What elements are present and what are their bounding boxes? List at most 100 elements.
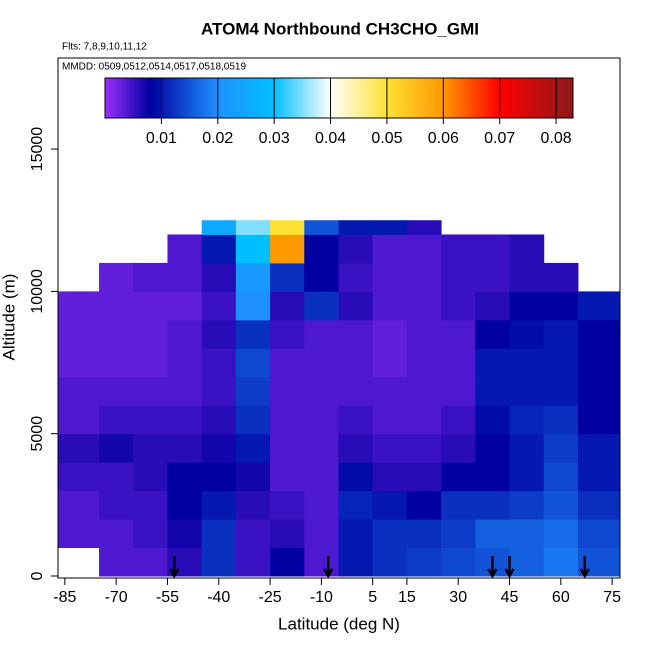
heatmap-cell xyxy=(235,291,271,321)
heatmap-cell xyxy=(99,519,134,549)
heatmap-cell xyxy=(577,376,620,406)
heatmap-cell xyxy=(304,547,339,577)
y-tick-label: 15000 xyxy=(29,127,46,172)
heatmap-cell xyxy=(509,291,545,321)
heatmap-cell xyxy=(304,519,339,549)
heatmap-cell xyxy=(441,376,476,406)
heatmap-cell xyxy=(235,462,271,492)
heatmap-cell xyxy=(577,462,620,492)
x-axis-label: Latitude (deg N) xyxy=(278,614,400,633)
heatmap-cell xyxy=(133,547,168,577)
heatmap-cell xyxy=(201,490,237,520)
heatmap-cell xyxy=(99,547,134,577)
heatmap-cell xyxy=(406,220,442,235)
heatmap-cell xyxy=(406,262,442,292)
heatmap-cell xyxy=(304,291,339,321)
heatmap-cell xyxy=(338,262,374,292)
heatmap-cell xyxy=(577,319,620,349)
heatmap-cell xyxy=(543,405,579,435)
heatmap-cell xyxy=(509,234,545,264)
heatmap-cell xyxy=(509,519,545,549)
heatmap-cell xyxy=(99,319,134,349)
heatmap-cell xyxy=(372,490,408,520)
heatmap-cell xyxy=(338,519,374,549)
heatmap-cell xyxy=(133,405,168,435)
heatmap-cell xyxy=(543,433,579,463)
heatmap-cell xyxy=(235,405,271,435)
heatmap-cell xyxy=(167,433,203,463)
heatmap-cell xyxy=(167,291,203,321)
heatmap-cell xyxy=(441,348,476,378)
heatmap-cell xyxy=(509,462,545,492)
heatmap-cell xyxy=(372,462,408,492)
heatmap-cell xyxy=(304,220,339,235)
heatmap-cell xyxy=(99,376,134,406)
colorbar-tick-label: 0.03 xyxy=(259,130,290,147)
heatmap-cell xyxy=(201,405,237,435)
heatmap-cell xyxy=(406,462,442,492)
heatmap-cell xyxy=(406,234,442,264)
heatmap-cell xyxy=(338,547,374,577)
heatmap-cell xyxy=(543,490,579,520)
x-tick-label: 30 xyxy=(449,589,467,606)
heatmap-cell xyxy=(304,376,339,406)
y-axis-label: Altitude (m) xyxy=(0,274,18,361)
heatmap-cell xyxy=(58,490,100,520)
heatmap-cell xyxy=(133,291,168,321)
heatmap-cell xyxy=(372,319,408,349)
flight-arrow xyxy=(504,556,515,579)
x-tick-label: 75 xyxy=(603,589,621,606)
heatmap-cell xyxy=(509,547,545,577)
heatmap-cell xyxy=(270,490,305,520)
heatmap-cell xyxy=(133,433,168,463)
heatmap-cell xyxy=(235,490,271,520)
heatmap-cell xyxy=(372,376,408,406)
heatmap-cell xyxy=(372,405,408,435)
x-tick-label: 60 xyxy=(552,589,570,606)
heatmap-cell xyxy=(304,462,339,492)
heatmap-cell xyxy=(509,319,545,349)
heatmap-cell xyxy=(167,234,203,264)
heatmap-cell xyxy=(338,291,374,321)
heatmap-cell xyxy=(304,319,339,349)
heatmap-cell xyxy=(235,220,271,235)
heatmap-cell xyxy=(509,433,545,463)
colorbar xyxy=(104,77,574,119)
heatmap-cell xyxy=(270,234,305,264)
x-tick-label: -10 xyxy=(310,589,333,606)
heatmap-cell xyxy=(543,262,579,292)
heatmap-cell xyxy=(58,376,100,406)
heatmap-cell xyxy=(475,376,511,406)
heatmap-cell xyxy=(543,319,579,349)
heatmap-cell xyxy=(338,348,374,378)
x-tick-label: 15 xyxy=(398,589,416,606)
heatmap-cell xyxy=(133,348,168,378)
heatmap-cell xyxy=(441,490,476,520)
heatmap-cell xyxy=(304,348,339,378)
subtitle: MMDD: 0509,0512,0514,0517,0518,0519 xyxy=(62,62,246,73)
heatmap-cell xyxy=(99,405,134,435)
heatmap-cell xyxy=(372,262,408,292)
x-tick-label: -25 xyxy=(259,589,282,606)
heatmap-cell xyxy=(201,519,237,549)
heatmap-cell xyxy=(441,433,476,463)
heatmap-cell xyxy=(338,376,374,406)
heatmap-cell xyxy=(167,462,203,492)
heatmap-cell xyxy=(99,262,134,292)
heatmap-cell xyxy=(201,433,237,463)
heatmap-cell xyxy=(441,291,476,321)
flight-arrow xyxy=(323,556,334,579)
heatmap-cell xyxy=(270,262,305,292)
heatmap-cell xyxy=(441,234,476,264)
heatmap-cell xyxy=(338,234,374,264)
heatmap-cell xyxy=(58,291,100,321)
heatmap-cell xyxy=(58,519,100,549)
heatmap-cell xyxy=(270,220,305,235)
heatmap-cell xyxy=(441,547,476,577)
heatmap-cell xyxy=(475,433,511,463)
heatmap-cell xyxy=(201,262,237,292)
heatmap-cell xyxy=(441,519,476,549)
heatmap-cell xyxy=(270,376,305,406)
heatmap-cell xyxy=(167,376,203,406)
heatmap-cell xyxy=(406,490,442,520)
